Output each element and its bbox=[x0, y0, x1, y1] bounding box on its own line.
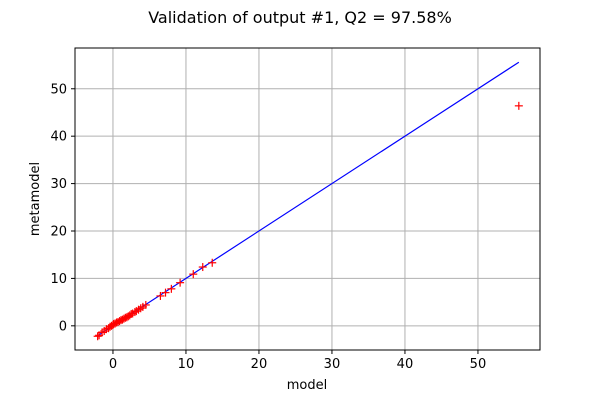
x-tick-label: 0 bbox=[109, 357, 117, 372]
data-point bbox=[189, 270, 198, 279]
y-tick-label: 20 bbox=[50, 225, 67, 240]
data-point bbox=[208, 258, 217, 267]
x-tick-label: 40 bbox=[397, 357, 414, 372]
reference-line bbox=[98, 61, 520, 336]
y-tick-label: 10 bbox=[50, 272, 67, 287]
data-point bbox=[141, 300, 150, 309]
y-tick-label: 30 bbox=[50, 177, 67, 192]
data-point bbox=[514, 101, 523, 110]
plot-area bbox=[93, 61, 523, 341]
axes-frame bbox=[74, 47, 541, 351]
x-tick-label: 10 bbox=[178, 357, 195, 372]
data-point bbox=[156, 291, 165, 300]
ticks: 0 10 20 30 40 50 0 10 20 30 40 50 bbox=[50, 82, 486, 372]
x-tick-label: 20 bbox=[251, 357, 268, 372]
data-point bbox=[176, 278, 185, 287]
y-tick-label: 0 bbox=[59, 319, 67, 334]
x-axis-label: model bbox=[287, 378, 327, 393]
data-point bbox=[167, 284, 176, 293]
y-axis-label: metamodel bbox=[28, 162, 43, 236]
data-point bbox=[93, 332, 102, 341]
data-point bbox=[161, 288, 170, 297]
x-tick-label: 50 bbox=[470, 357, 487, 372]
grid bbox=[75, 48, 540, 350]
chart-title: Validation of output #1, Q2 = 97.58% bbox=[148, 8, 452, 27]
data-point bbox=[198, 263, 207, 272]
y-tick-label: 40 bbox=[50, 130, 67, 145]
x-tick-label: 30 bbox=[324, 357, 341, 372]
y-tick-label: 50 bbox=[50, 82, 67, 97]
